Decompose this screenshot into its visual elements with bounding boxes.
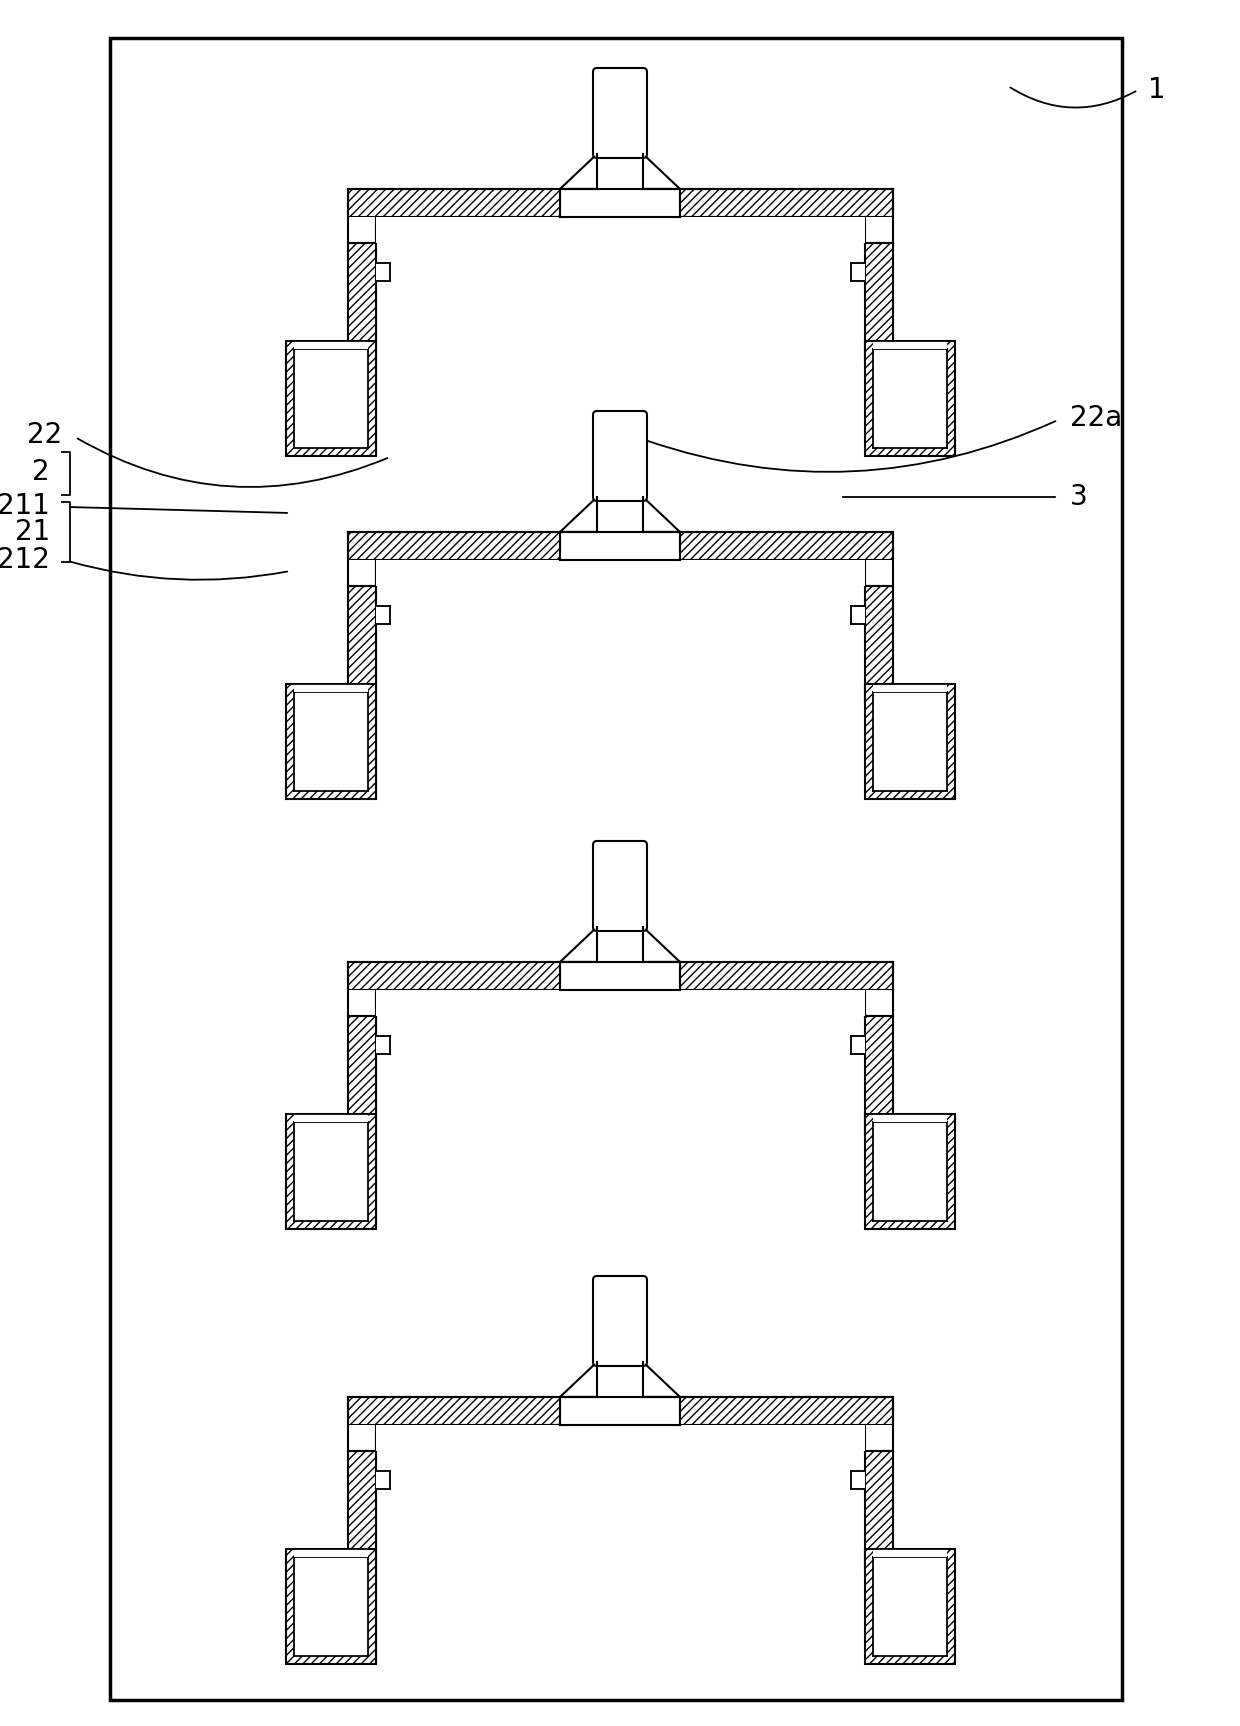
Polygon shape <box>560 927 596 961</box>
Polygon shape <box>644 154 680 190</box>
Bar <box>376 1036 389 1055</box>
Bar <box>873 1557 946 1655</box>
Bar <box>347 961 893 991</box>
Bar <box>851 262 864 281</box>
Bar <box>596 497 644 532</box>
Bar <box>560 190 680 217</box>
Bar <box>110 38 1122 1700</box>
Bar <box>294 683 367 692</box>
Bar <box>560 961 680 991</box>
Bar <box>596 927 644 961</box>
Bar <box>294 1557 367 1655</box>
Bar <box>851 1036 864 1055</box>
Text: 3: 3 <box>1070 483 1087 511</box>
Bar <box>415 559 825 578</box>
Bar <box>347 217 415 235</box>
Bar <box>294 1122 367 1220</box>
Bar <box>285 342 376 456</box>
Bar <box>376 1426 864 1452</box>
Bar <box>294 692 367 791</box>
Polygon shape <box>644 927 680 961</box>
Bar <box>376 1471 389 1490</box>
Bar <box>376 991 864 1017</box>
Bar <box>347 1426 415 1443</box>
Bar <box>285 1113 376 1229</box>
Text: 21: 21 <box>15 518 50 545</box>
Bar <box>294 342 367 349</box>
Bar <box>347 243 376 361</box>
Bar <box>347 1452 376 1569</box>
Bar <box>825 559 893 578</box>
Bar <box>294 349 367 449</box>
Bar <box>825 217 893 235</box>
Bar <box>873 349 946 449</box>
Bar <box>864 243 893 361</box>
Bar <box>596 1362 644 1396</box>
Polygon shape <box>560 154 596 190</box>
FancyBboxPatch shape <box>593 411 647 501</box>
Bar <box>415 1426 825 1443</box>
FancyBboxPatch shape <box>593 67 647 159</box>
Text: 22a: 22a <box>1070 404 1122 432</box>
Bar <box>347 1017 376 1134</box>
Bar <box>873 1113 946 1122</box>
Bar <box>347 1396 893 1426</box>
Bar <box>560 1396 680 1426</box>
Bar <box>294 1548 367 1557</box>
Bar <box>864 1548 955 1664</box>
Bar <box>596 154 644 190</box>
FancyBboxPatch shape <box>593 1276 647 1365</box>
Bar <box>873 1548 946 1557</box>
Bar <box>376 606 389 625</box>
Text: 2: 2 <box>32 457 50 487</box>
Text: 1: 1 <box>1148 76 1166 104</box>
Text: 211: 211 <box>0 492 50 520</box>
Bar <box>873 692 946 791</box>
Bar <box>864 1017 893 1134</box>
FancyBboxPatch shape <box>593 841 647 930</box>
Bar <box>415 991 825 1008</box>
Polygon shape <box>644 1362 680 1396</box>
Bar <box>347 991 415 1008</box>
Bar <box>864 587 893 704</box>
Bar <box>376 262 389 281</box>
Polygon shape <box>560 1362 596 1396</box>
Bar <box>376 217 864 243</box>
Polygon shape <box>644 497 680 532</box>
Text: 212: 212 <box>0 545 50 575</box>
Bar <box>347 190 893 217</box>
Bar <box>864 683 955 799</box>
Bar <box>294 1113 367 1122</box>
Bar <box>864 1452 893 1569</box>
Bar <box>873 683 946 692</box>
Bar <box>285 1548 376 1664</box>
Bar <box>376 559 864 587</box>
Bar <box>560 532 680 559</box>
Bar <box>347 532 893 559</box>
Text: 22: 22 <box>27 421 62 449</box>
Bar <box>864 1113 955 1229</box>
Bar <box>347 587 376 704</box>
Bar <box>825 1426 893 1443</box>
Bar <box>851 606 864 625</box>
Bar <box>873 1122 946 1220</box>
Polygon shape <box>560 497 596 532</box>
Bar <box>873 342 946 349</box>
Bar <box>285 683 376 799</box>
Bar <box>825 991 893 1008</box>
Bar <box>415 217 825 235</box>
Bar <box>347 559 415 578</box>
Bar <box>851 1471 864 1490</box>
Bar <box>864 342 955 456</box>
